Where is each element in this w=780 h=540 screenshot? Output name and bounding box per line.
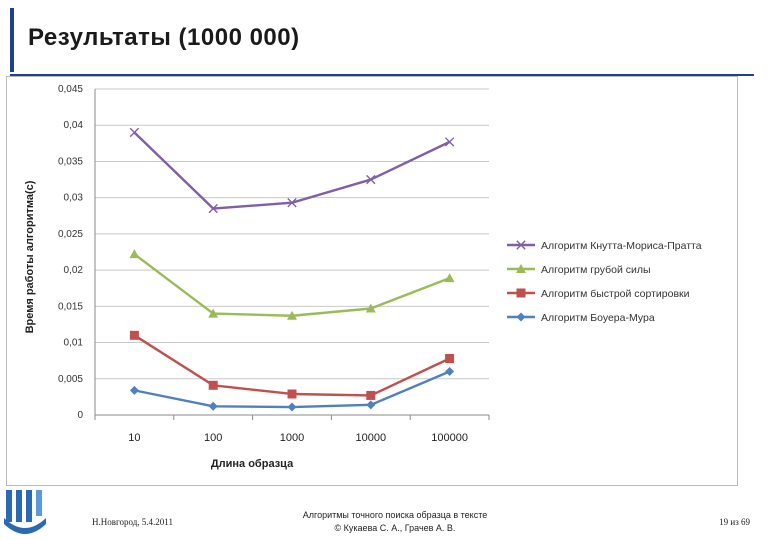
x-tick-label: 1000 — [280, 432, 304, 444]
data-point-stroke — [287, 198, 297, 208]
data-point — [516, 288, 526, 298]
series-x — [129, 127, 455, 214]
title-accent-bar — [10, 8, 14, 72]
data-point — [444, 137, 455, 147]
legend-label: Алгоритм Кнутта-Мориса-Пратта — [541, 240, 702, 252]
footer-date: Н.Новгород, 5.4.2011 — [92, 517, 173, 527]
legend-entry: Алгоритм быстрой сортировки — [507, 288, 690, 300]
data-point — [129, 330, 139, 340]
footer-authors: © Кукаева С. А., Грачев А. В. — [334, 523, 456, 533]
footer-course-title: Алгоритмы точного поиска образца в текст… — [302, 510, 488, 520]
data-point — [208, 401, 218, 411]
series-triangle — [129, 249, 455, 320]
y-tick-label: 0,04 — [64, 120, 84, 131]
data-point — [445, 353, 455, 363]
line-chart: 0 0,005 0,01 0,015 0,02 0,025 0,03 0,035 0,04 0,0… — [24, 84, 702, 470]
legend-label: Алгоритм быстрой сортировки — [541, 288, 690, 300]
x-tick-label: 100000 — [431, 432, 468, 444]
series-line — [133, 131, 451, 210]
data-point — [287, 389, 297, 399]
page-number: 19 из 69 — [719, 517, 750, 527]
y-axis-title: Время работы алгоритма(c) — [24, 180, 36, 333]
data-point — [129, 127, 140, 138]
legend: Алгоритм Кнутта-Мориса-Пратта Алгоритм гр… — [507, 240, 702, 324]
y-tick-label: 0,015 — [58, 301, 83, 312]
legend-entry: Алгоритм грубой силы — [507, 264, 651, 276]
legend-label: Алгоритм Боуера-Мура — [541, 312, 655, 324]
x-axis-title: Длина образца — [211, 458, 294, 470]
x-tick-label: 10000 — [356, 432, 387, 444]
legend-label: Алгоритм грубой силы — [541, 264, 651, 276]
data-point — [366, 390, 376, 400]
data-point — [287, 402, 297, 412]
chart-frame: 0 0,005 0,01 0,015 0,02 0,025 0,03 0,035 0,04 0,0… — [6, 76, 738, 486]
footer-credits: Алгоритмы точного поиска образца в текст… — [280, 509, 510, 535]
data-point — [208, 308, 219, 318]
y-tick-label: 0,005 — [58, 374, 83, 385]
data-point-stroke — [129, 127, 140, 138]
data-point — [366, 174, 376, 185]
data-point — [366, 400, 376, 410]
data-point — [516, 240, 526, 250]
axes: 0 0,005 0,01 0,015 0,02 0,025 0,03 0,035 0,04 0,0… — [24, 84, 490, 470]
y-tick-label: 0,03 — [64, 193, 84, 204]
y-tick-label: 0,01 — [64, 338, 84, 349]
x-tick-label: 100 — [204, 432, 222, 444]
data-point — [208, 380, 218, 390]
data-point — [129, 385, 139, 395]
series-line — [133, 334, 451, 397]
series-line — [134, 370, 451, 409]
data-point-stroke — [516, 240, 526, 250]
y-tick-label: 0,035 — [58, 156, 83, 167]
x-tick-label: 10 — [128, 432, 140, 444]
data-point — [444, 273, 455, 283]
data-point-stroke — [366, 174, 376, 185]
series-diamond — [129, 367, 455, 412]
legend-entry: Алгоритм Боуера-Мура — [507, 312, 655, 324]
data-point-stroke — [208, 203, 218, 214]
legend-entry: Алгоритм Кнутта-Мориса-Пратта — [507, 240, 702, 252]
unn-logo-icon — [4, 490, 46, 534]
data-point — [129, 249, 140, 259]
data-point — [287, 310, 297, 320]
gridlines — [95, 88, 489, 416]
y-tick-label: 0 — [77, 410, 83, 421]
title-divider — [10, 74, 754, 76]
y-tick-label: 0,045 — [58, 84, 83, 95]
series-square — [129, 330, 455, 400]
series-lines — [129, 127, 455, 412]
data-point — [516, 312, 526, 322]
data-point — [516, 264, 526, 273]
data-point — [365, 303, 376, 313]
data-point — [445, 367, 455, 377]
y-tick-label: 0,025 — [58, 229, 83, 240]
y-tick-label: 0,02 — [64, 265, 84, 276]
data-point-stroke — [444, 137, 455, 147]
data-point — [287, 198, 297, 208]
data-point — [208, 203, 218, 214]
slide-title: Результаты (1000 000) — [28, 24, 300, 51]
